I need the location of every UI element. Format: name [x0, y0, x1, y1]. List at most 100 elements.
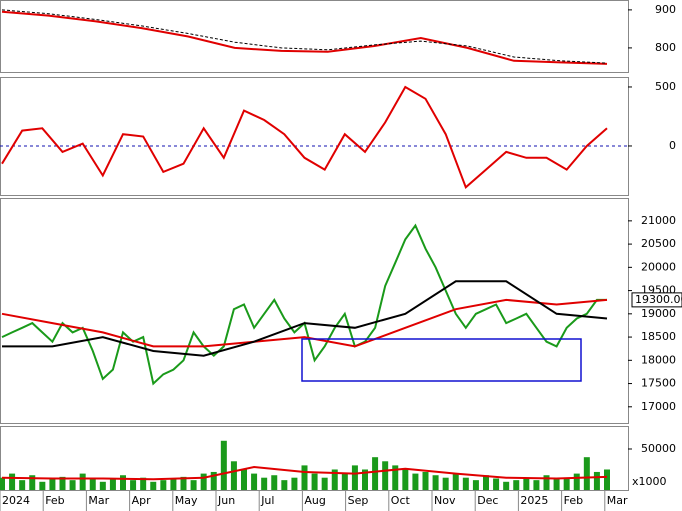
panel-frame	[0, 77, 629, 196]
volume-bar	[79, 473, 86, 490]
volume-bar	[392, 465, 399, 490]
series-line	[1, 10, 608, 65]
volume-bar	[120, 475, 126, 490]
volume-bar	[301, 465, 308, 490]
volume-bar	[39, 481, 46, 490]
x-tick-label: May	[175, 494, 198, 507]
volume-bar	[160, 480, 167, 490]
volume-bar	[442, 477, 449, 490]
x-tick-label: Dec	[477, 494, 498, 507]
volume-bar	[29, 475, 36, 490]
volume-bar	[472, 480, 479, 490]
x-tick-label: Feb	[564, 494, 583, 507]
volume-bar	[9, 473, 16, 490]
volume-bar	[533, 480, 540, 490]
x-tick-label: Apr	[132, 494, 152, 507]
volume-bar	[604, 469, 610, 490]
unit-label: x1000	[632, 475, 667, 488]
panel-frame	[0, 198, 629, 424]
volume-bar	[513, 480, 520, 490]
volume-bar	[180, 476, 187, 490]
volume-bar	[170, 478, 177, 490]
volume-bar	[49, 478, 56, 490]
volume-bar	[230, 461, 237, 490]
volume-bar	[210, 471, 217, 490]
volume-bar	[69, 480, 76, 490]
volume-bar	[190, 480, 197, 490]
x-tick-label: Jul	[260, 494, 274, 507]
volume-bar	[241, 469, 247, 490]
volume-bar	[321, 477, 328, 490]
volume-bar	[543, 475, 550, 490]
y-tick-label: 20000	[641, 260, 676, 273]
volume-bar	[150, 481, 157, 490]
volume-bar	[583, 457, 590, 490]
series-line	[1, 465, 608, 481]
volume-bar	[493, 478, 500, 490]
series-line	[1, 223, 607, 386]
volume-bar	[130, 480, 137, 490]
volume-bar	[140, 477, 147, 490]
volume-bar	[341, 473, 348, 490]
volume-bar	[503, 481, 510, 490]
volume-bar	[271, 475, 278, 490]
volume-bar	[251, 473, 258, 490]
volume-bar	[462, 477, 469, 490]
x-tick-label: Jun	[217, 494, 235, 507]
volume-bar	[382, 461, 389, 490]
volume-bar	[523, 477, 530, 490]
series-line	[1, 9, 608, 64]
y-tick-label: 18000	[641, 353, 676, 366]
y-tick-label: 17000	[641, 400, 676, 413]
series-line	[1, 85, 608, 190]
volume-bar	[483, 475, 489, 490]
volume-bar	[553, 477, 560, 490]
volume-bar	[19, 480, 26, 490]
volume-bar	[261, 477, 268, 490]
volume-bar	[412, 473, 419, 490]
x-tick-label: Nov	[434, 494, 456, 507]
y-tick-label: 17500	[641, 377, 676, 390]
x-tick-label: 2025	[520, 494, 548, 507]
volume-bar	[59, 476, 66, 490]
y-tick-label: 0	[669, 139, 676, 152]
series-line	[1, 298, 608, 348]
y-tick-label: 19000	[641, 307, 676, 320]
volume-bar	[563, 478, 570, 490]
volume-bar	[432, 475, 439, 490]
volume-bar	[311, 473, 318, 490]
series-line	[2, 280, 608, 357]
y-tick-label: 50000	[641, 442, 676, 455]
x-tick-label: Oct	[391, 494, 411, 507]
volume-bar	[573, 473, 580, 490]
volume-bar	[593, 471, 600, 490]
x-tick-label: Sep	[348, 494, 369, 507]
volume-bar	[402, 469, 409, 490]
x-tick-label: Aug	[304, 494, 325, 507]
y-tick-label: 900	[655, 3, 676, 16]
panel-frame	[0, 426, 629, 491]
volume-bar	[422, 471, 429, 490]
y-tick-label: 18500	[641, 330, 676, 343]
x-tick-label: 2024	[2, 494, 30, 507]
volume-bar	[281, 480, 288, 490]
x-tick-label: Mar	[88, 494, 109, 507]
highlight-box	[301, 338, 582, 382]
volume-bar	[109, 478, 116, 490]
panel-frame	[0, 0, 629, 73]
volume-bar	[362, 469, 368, 490]
volume-bar	[0, 477, 5, 490]
volume-bar	[89, 477, 96, 490]
y-tick-label: 500	[655, 80, 676, 93]
y-tick-label: 800	[655, 41, 676, 54]
last-price-label: 19300.00	[635, 293, 682, 306]
x-tick-label: Mar	[607, 494, 628, 507]
volume-bar	[372, 457, 379, 490]
x-tick-label: Feb	[45, 494, 64, 507]
volume-bar	[351, 465, 358, 490]
last-price-box	[631, 292, 682, 308]
volume-bar	[452, 473, 459, 490]
volume-bar	[200, 473, 207, 490]
y-tick-label: 20500	[641, 237, 676, 250]
